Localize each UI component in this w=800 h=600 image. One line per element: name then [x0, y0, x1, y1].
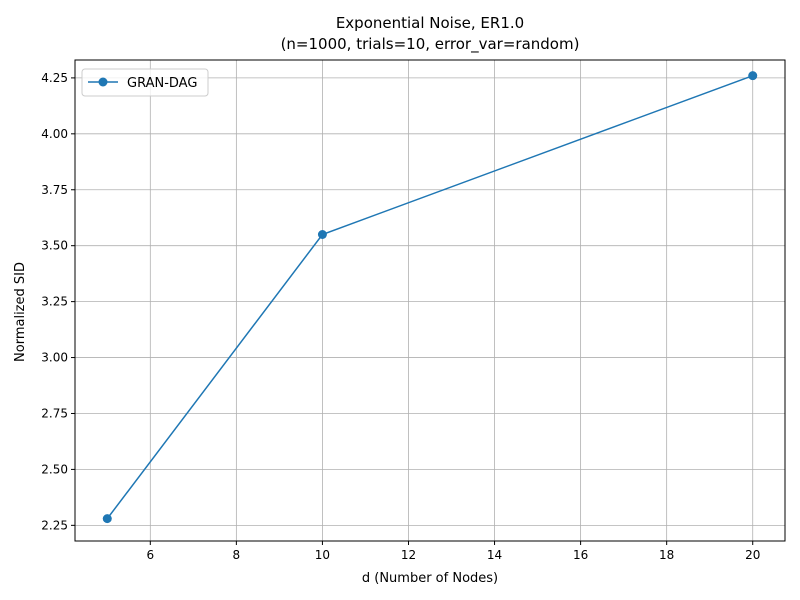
- x-tick-label: 14: [487, 548, 502, 562]
- legend-box: [81, 68, 209, 97]
- y-tick-label: 3.75: [41, 183, 68, 197]
- x-tick-label: 12: [401, 548, 416, 562]
- y-tick-label: 2.25: [41, 518, 68, 532]
- y-tick-label: 2.50: [41, 462, 68, 476]
- data-point: [102, 514, 112, 524]
- chart-title: Exponential Noise, ER1.0: [336, 14, 524, 32]
- y-tick-label: 3.25: [41, 295, 68, 309]
- y-tick-label: 3.00: [41, 351, 68, 365]
- series-layer: [102, 71, 758, 524]
- axis-ticks: 6 8 10 12 14 16 18 20 2.25 2.50 2.75 3.00 3.25 3.50 3.…: [41, 71, 760, 562]
- x-tick-label: 8: [233, 548, 241, 562]
- data-point: [748, 71, 758, 81]
- x-tick-label: 10: [315, 548, 330, 562]
- x-tick-label: 18: [659, 548, 674, 562]
- legend-marker-swatch: [98, 77, 108, 87]
- chart-subtitle: (n=1000, trials=10, error_var=random): [281, 35, 580, 54]
- grid: [75, 60, 785, 541]
- y-tick-label: 3.50: [41, 239, 68, 253]
- data-point: [317, 230, 327, 240]
- x-tick-label: 20: [745, 548, 760, 562]
- legend: GRAN-DAG: [81, 68, 209, 97]
- plot-area-frame: [74, 59, 786, 542]
- y-tick-label: 4.00: [41, 127, 68, 141]
- y-tick-label: 4.25: [41, 71, 68, 85]
- x-tick-label: 6: [146, 548, 154, 562]
- y-axis-label: Normalized SID: [13, 262, 28, 362]
- x-tick-label: 16: [573, 548, 588, 562]
- x-axis-label: d (Number of Nodes): [362, 571, 498, 586]
- series-line: [106, 74, 753, 520]
- y-tick-label: 2.75: [41, 406, 68, 420]
- legend-label: GRAN-DAG: [127, 76, 197, 91]
